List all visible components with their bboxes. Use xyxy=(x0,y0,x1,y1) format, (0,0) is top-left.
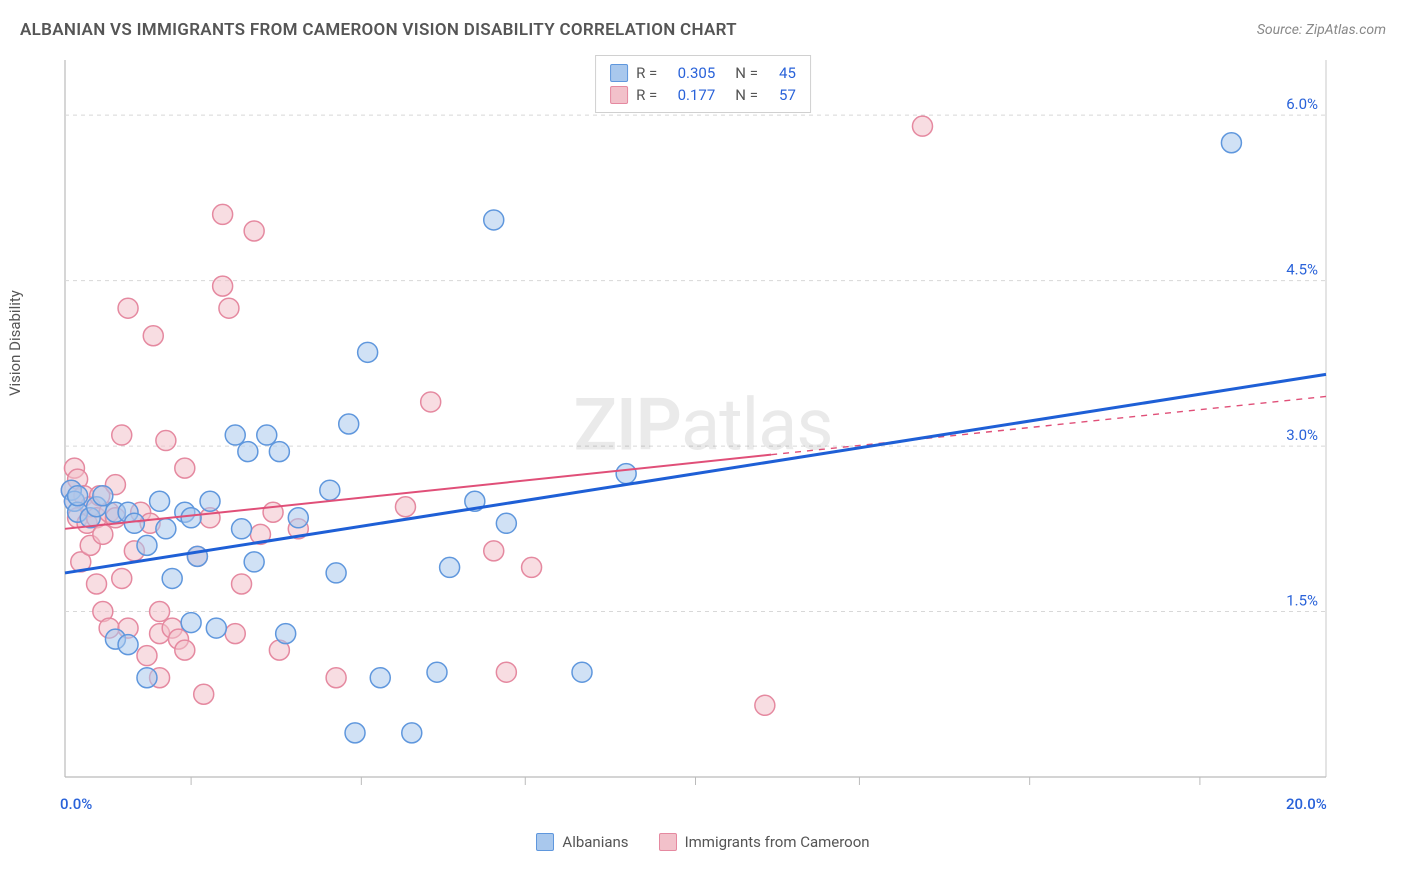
svg-text:4.5%: 4.5% xyxy=(1286,261,1318,279)
chart-title: ALBANIAN VS IMMIGRANTS FROM CAMEROON VIS… xyxy=(20,20,737,40)
correlation-stats-box: R = 0.305 N = 45 R = 0.177 N = 57 xyxy=(595,55,811,113)
chart-header: ALBANIAN VS IMMIGRANTS FROM CAMEROON VIS… xyxy=(20,10,1386,55)
svg-text:1.5%: 1.5% xyxy=(1286,592,1318,610)
x-axis-end-label: 20.0% xyxy=(1286,795,1327,813)
plot-area: Vision Disability 1.5%3.0%4.5%6.0% ZIPat… xyxy=(20,55,1386,825)
svg-text:6.0%: 6.0% xyxy=(1286,95,1318,113)
legend-item-1: Albanians xyxy=(536,833,628,851)
stats-row-series2: R = 0.177 N = 57 xyxy=(610,84,796,106)
n-value-1: 45 xyxy=(766,64,796,82)
stats-row-series1: R = 0.305 N = 45 xyxy=(610,62,796,84)
source-label: Source: ZipAtlas.com xyxy=(1257,22,1386,38)
swatch-series1 xyxy=(610,64,628,82)
svg-text:3.0%: 3.0% xyxy=(1286,426,1318,444)
legend-swatch-1 xyxy=(536,833,554,851)
r-value-2: 0.177 xyxy=(665,86,715,104)
legend-label-1: Albanians xyxy=(562,833,628,851)
legend-label-2: Immigrants from Cameroon xyxy=(685,833,870,851)
x-axis-start-label: 0.0% xyxy=(60,795,92,813)
swatch-series2 xyxy=(610,86,628,104)
legend-swatch-2 xyxy=(659,833,677,851)
r-value-1: 0.305 xyxy=(665,64,715,82)
legend-item-2: Immigrants from Cameroon xyxy=(659,833,870,851)
chart-container: ALBANIAN VS IMMIGRANTS FROM CAMEROON VIS… xyxy=(0,0,1406,892)
scatter-plot-svg: 1.5% 3.0% 4.5% 6.0% xyxy=(20,55,1386,825)
n-value-2: 57 xyxy=(766,86,796,104)
y-axis-label: Vision Disability xyxy=(6,290,24,396)
legend: Albanians Immigrants from Cameroon xyxy=(20,833,1386,851)
